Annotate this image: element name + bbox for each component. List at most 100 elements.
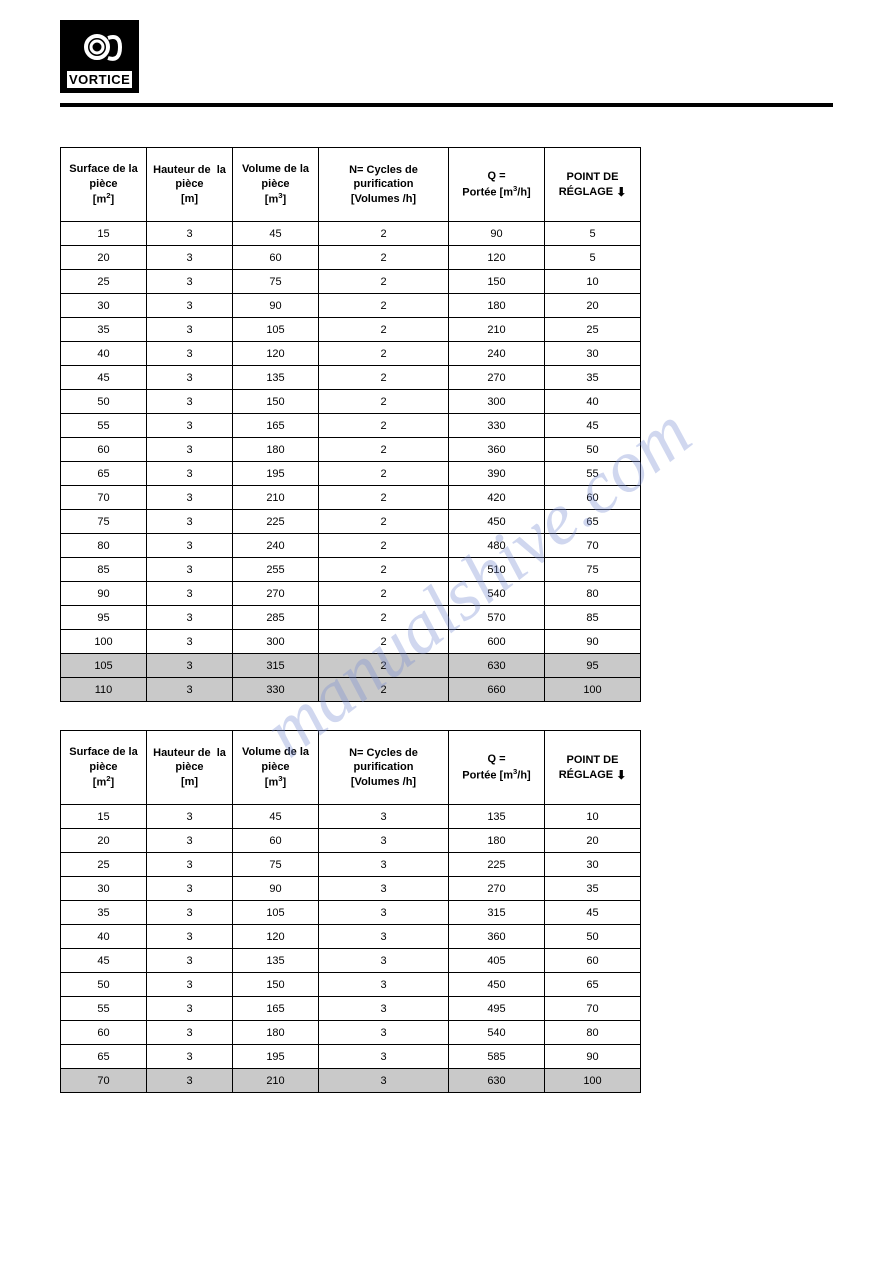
brand-name: VORTICE [66,70,133,89]
cell-p: 30 [545,342,641,366]
cell-p: 60 [545,949,641,973]
cell-n: 3 [319,853,449,877]
cell-q: 495 [449,997,545,1021]
cell-h: 3 [147,222,233,246]
table-row: 603180354080 [61,1021,641,1045]
cell-v: 150 [233,973,319,997]
cell-p: 45 [545,901,641,925]
table-header-row: Surface de lapièce[m2] Hauteur de lapièc… [61,148,641,222]
cell-v: 45 [233,222,319,246]
cell-q: 510 [449,558,545,582]
cell-s: 15 [61,805,147,829]
cell-s: 30 [61,877,147,901]
cell-h: 3 [147,438,233,462]
cell-h: 3 [147,877,233,901]
cell-n: 2 [319,606,449,630]
cell-q: 90 [449,222,545,246]
cell-h: 3 [147,925,233,949]
cell-n: 3 [319,901,449,925]
cell-q: 630 [449,1069,545,1093]
cell-n: 2 [319,270,449,294]
col-header-surface: Surface de lapièce[m2] [61,148,147,222]
cell-q: 120 [449,246,545,270]
table-row: 20360318020 [61,829,641,853]
cell-n: 2 [319,486,449,510]
cell-s: 45 [61,366,147,390]
cell-p: 85 [545,606,641,630]
cell-v: 75 [233,270,319,294]
table-row: 403120336050 [61,925,641,949]
cell-h: 3 [147,462,233,486]
cell-h: 3 [147,678,233,702]
cell-v: 135 [233,949,319,973]
brand-logo: VORTICE [60,20,139,93]
cell-n: 2 [319,558,449,582]
cell-n: 3 [319,949,449,973]
cell-h: 3 [147,342,233,366]
cell-v: 210 [233,486,319,510]
cell-h: 3 [147,318,233,342]
col-header-height: Hauteur de lapièce[m] [147,731,233,805]
cell-q: 210 [449,318,545,342]
table-row: 25375322530 [61,853,641,877]
cell-s: 90 [61,582,147,606]
table-row: 11033302660100 [61,678,641,702]
cell-p: 5 [545,222,641,246]
cell-q: 150 [449,270,545,294]
table-row: 15345313510 [61,805,641,829]
cell-n: 3 [319,877,449,901]
col-header-cycles: N= Cycles depurification[Volumes /h] [319,731,449,805]
cell-h: 3 [147,829,233,853]
cell-v: 90 [233,294,319,318]
cell-s: 70 [61,1069,147,1093]
cell-p: 20 [545,829,641,853]
table-row: 7032103630100 [61,1069,641,1093]
cell-n: 3 [319,829,449,853]
cell-v: 60 [233,246,319,270]
cell-q: 600 [449,630,545,654]
table-row: 503150345065 [61,973,641,997]
table-row: 503150230040 [61,390,641,414]
cell-p: 20 [545,294,641,318]
table-row: 453135340560 [61,949,641,973]
cell-q: 300 [449,390,545,414]
document-page: VORTICE manualshive.com Surface de lapiè… [0,0,893,1161]
cell-v: 285 [233,606,319,630]
cell-h: 3 [147,853,233,877]
cell-s: 100 [61,630,147,654]
cell-q: 420 [449,486,545,510]
cell-q: 660 [449,678,545,702]
cell-p: 70 [545,997,641,1021]
cell-p: 25 [545,318,641,342]
cell-s: 25 [61,853,147,877]
cell-s: 60 [61,1021,147,1045]
cell-s: 95 [61,606,147,630]
cell-h: 3 [147,366,233,390]
col-header-q: Q =Portée [m3/h] [449,148,545,222]
cell-s: 35 [61,318,147,342]
cell-s: 30 [61,294,147,318]
cell-p: 35 [545,366,641,390]
cell-q: 270 [449,366,545,390]
cell-v: 210 [233,1069,319,1093]
cell-s: 20 [61,246,147,270]
cell-s: 40 [61,925,147,949]
arrow-down-icon: ⬇ [616,186,626,198]
cell-q: 225 [449,853,545,877]
cell-p: 30 [545,853,641,877]
purification-table-n3: Surface de lapièce[m2] Hauteur de lapièc… [60,730,641,1093]
cell-s: 75 [61,510,147,534]
cell-h: 3 [147,270,233,294]
cell-q: 630 [449,654,545,678]
cell-p: 80 [545,1021,641,1045]
cell-p: 50 [545,925,641,949]
table-row: 653195358590 [61,1045,641,1069]
cell-h: 3 [147,486,233,510]
cell-q: 390 [449,462,545,486]
cell-p: 80 [545,582,641,606]
cell-h: 3 [147,558,233,582]
cell-h: 3 [147,294,233,318]
cell-n: 2 [319,246,449,270]
table-row: 653195239055 [61,462,641,486]
col-header-cycles: N= Cycles depurification[Volumes /h] [319,148,449,222]
